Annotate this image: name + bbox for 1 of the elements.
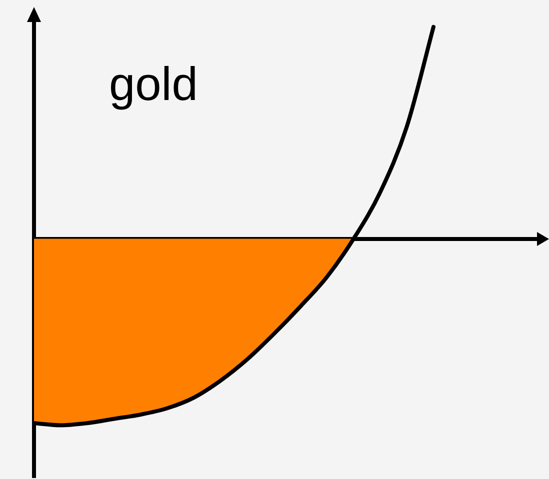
annotation: gold (109, 57, 198, 110)
